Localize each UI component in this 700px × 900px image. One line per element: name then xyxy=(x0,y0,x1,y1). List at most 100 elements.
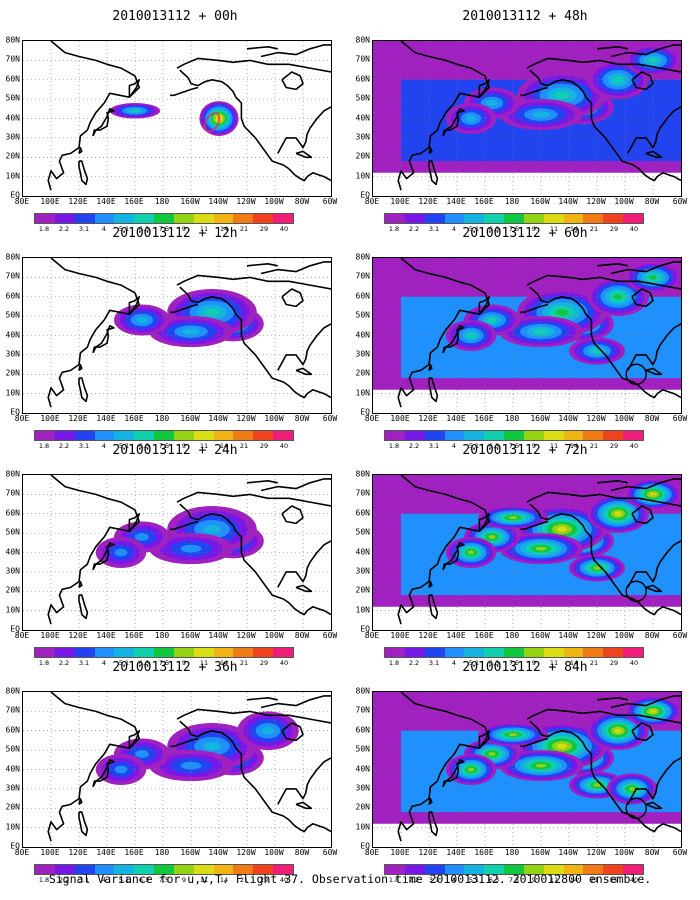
colorbar-swatch xyxy=(35,214,55,223)
longitude-label: 160E xyxy=(474,848,494,857)
variance-field xyxy=(373,475,681,630)
longitude-axis: 80E 100E 120E 140E 160E 180 160W 140W 120W 100W 80… xyxy=(15,197,337,207)
colorbar-swatch xyxy=(193,865,214,874)
variance-map xyxy=(372,40,682,197)
variance-contour xyxy=(487,317,497,323)
coastline xyxy=(128,78,140,98)
colorbar-label: 4 xyxy=(451,876,457,884)
colorbar-swatch xyxy=(35,431,55,440)
coastline xyxy=(47,41,140,191)
colorbar-swatch xyxy=(444,865,465,874)
coastline xyxy=(397,41,490,191)
longitude-label: 120W xyxy=(236,631,256,640)
coastline xyxy=(442,108,465,137)
variance-contour xyxy=(465,115,477,122)
colorbar-swatch xyxy=(444,648,465,657)
colorbar-label: 1.8 xyxy=(38,442,50,450)
variance-contour xyxy=(628,786,636,791)
longitude-label: 80W xyxy=(644,197,660,206)
longitude-label: 100E xyxy=(40,197,60,206)
variance-contour xyxy=(555,308,569,316)
longitude-label: 180 xyxy=(154,848,170,857)
colorbar-swatch xyxy=(603,648,624,657)
latitude-label: 10N xyxy=(5,388,20,398)
coastline xyxy=(428,146,433,155)
longitude-label: 180 xyxy=(154,414,170,423)
variance-contour xyxy=(114,548,128,557)
coastline xyxy=(246,46,278,50)
coastline xyxy=(277,540,331,588)
latitude-label: 80N xyxy=(5,252,20,262)
colorbar-swatch xyxy=(504,648,524,657)
latitude-label: 10N xyxy=(5,171,20,181)
coastline xyxy=(520,86,549,97)
longitude-label: 100E xyxy=(390,414,410,423)
coastline xyxy=(428,811,439,837)
colorbar-label: 1.8 xyxy=(388,876,400,884)
colorbar-swatch xyxy=(74,865,95,874)
target-region-marker xyxy=(625,580,647,602)
variance-contour xyxy=(532,111,550,118)
colorbar-label: 2.2 xyxy=(408,876,420,884)
longitude-label: 160E xyxy=(124,848,144,857)
longitude-label: 140W xyxy=(208,848,228,857)
coastline xyxy=(170,520,199,531)
latitude-label: 30N xyxy=(5,566,20,576)
longitude-label: 100E xyxy=(390,848,410,857)
variance-contour xyxy=(135,533,149,541)
latitude-label: 50N xyxy=(5,310,20,320)
variance-field xyxy=(23,41,331,196)
longitude-label: 180 xyxy=(154,631,170,640)
coastline xyxy=(78,811,89,837)
colorbar-swatch xyxy=(523,865,544,874)
coastline xyxy=(277,323,331,371)
colorbar-label: 14 xyxy=(569,876,579,884)
latitude-label: 50N xyxy=(355,93,370,103)
colorbar-label: 9 xyxy=(181,225,187,233)
coastline xyxy=(526,708,681,724)
panel-title: 2010013112 + 48h xyxy=(462,9,588,24)
latitude-label: 70N xyxy=(5,54,20,64)
longitude-label: 100E xyxy=(390,631,410,640)
coastline xyxy=(176,274,331,290)
coastline xyxy=(645,584,663,593)
longitude-label: 80W xyxy=(644,848,660,857)
latitude-label: EQ xyxy=(360,841,370,851)
longitude-label: 100E xyxy=(40,631,60,640)
latitude-label: 80N xyxy=(5,686,20,696)
colorbar-label: 7.5 xyxy=(158,659,170,667)
coastline xyxy=(128,295,140,315)
longitude-label: 60W xyxy=(672,848,688,857)
coastline xyxy=(92,542,115,571)
colorbar-swatch xyxy=(233,865,254,874)
colorbar-label: 11 xyxy=(199,442,209,450)
colorbar-swatch xyxy=(74,214,95,223)
variance-contour xyxy=(508,516,518,520)
variance-contour xyxy=(130,109,140,113)
colorbar-swatch xyxy=(464,214,485,223)
coastline xyxy=(529,286,681,399)
longitude-label: 140E xyxy=(96,631,116,640)
colorbar-swatch xyxy=(444,214,465,223)
coastline xyxy=(47,692,140,842)
coastline xyxy=(277,757,331,805)
colorbar-label: 3.1 xyxy=(428,442,440,450)
longitude-label: 80E xyxy=(364,631,380,640)
colorbar-label: 2.2 xyxy=(58,876,70,884)
colorbar-swatch xyxy=(504,431,524,440)
colorbar-label: 14 xyxy=(569,659,579,667)
colorbar-swatch xyxy=(603,865,624,874)
coastline xyxy=(179,69,331,182)
forecast-panel: 2010013112 + 48h 80N 70N 60N 50N 40N 30N 20N 10N… xyxy=(350,0,700,233)
variance-contour xyxy=(180,544,202,553)
longitude-label: 140W xyxy=(208,197,228,206)
latitude-label: 60N xyxy=(355,725,370,735)
longitude-label: 80E xyxy=(14,631,30,640)
colorbar-label: 21 xyxy=(589,659,599,667)
variance-contour xyxy=(535,546,547,551)
longitude-label: 80E xyxy=(14,414,30,423)
variance-field xyxy=(373,692,681,847)
forecast-panel: 2010013112 + 36h 80N 70N 60N 50N 40N 30N 20N 10N… xyxy=(0,651,350,884)
colorbar-swatch xyxy=(484,648,505,657)
colorbar-swatch xyxy=(35,865,55,874)
